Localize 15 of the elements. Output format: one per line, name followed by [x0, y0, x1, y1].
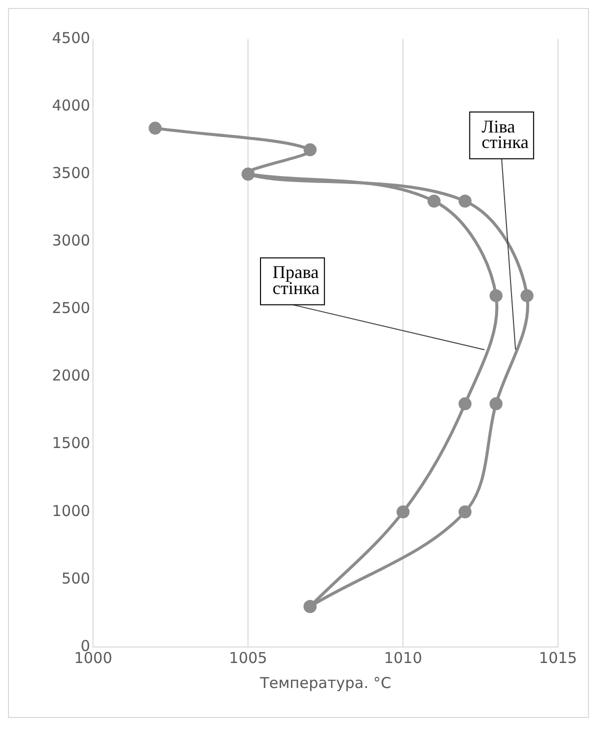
- y-tick-label: 3000: [52, 232, 90, 250]
- text: Ліва стінка: [482, 116, 529, 152]
- x-tick-label: 1005: [229, 648, 268, 667]
- text: Права стінка: [272, 262, 320, 298]
- y-tick-label: 4500: [52, 28, 90, 47]
- y-tick-label: 1000: [52, 502, 90, 520]
- y-tick-label: 2000: [52, 366, 90, 385]
- y-tick-label: 500: [62, 569, 90, 588]
- y-tick-label: 3500: [52, 164, 90, 182]
- y-tick-label: 4000: [52, 96, 90, 114]
- x-axis-title: Температура. °C: [258, 674, 392, 692]
- x-tick-label: 1010: [384, 648, 422, 667]
- y-tick-label: 1500: [52, 434, 90, 452]
- y-tick-label: 2500: [52, 299, 90, 318]
- x-tick-label: 1015: [538, 648, 578, 667]
